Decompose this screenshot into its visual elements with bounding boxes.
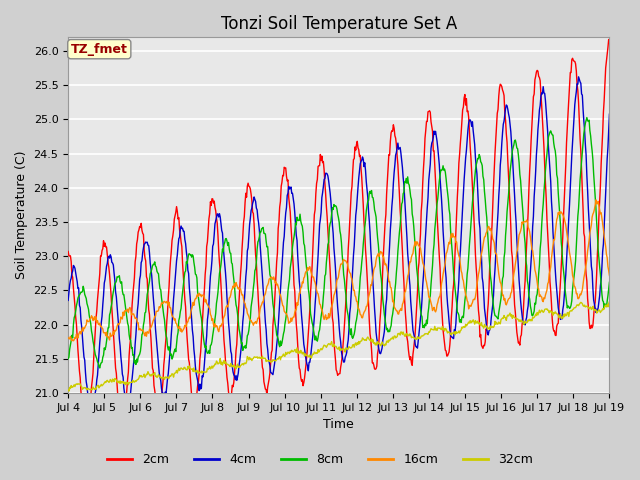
Text: TZ_fmet: TZ_fmet (71, 43, 128, 56)
X-axis label: Time: Time (323, 419, 354, 432)
Title: Tonzi Soil Temperature Set A: Tonzi Soil Temperature Set A (221, 15, 457, 33)
Legend: 2cm, 4cm, 8cm, 16cm, 32cm: 2cm, 4cm, 8cm, 16cm, 32cm (102, 448, 538, 471)
Y-axis label: Soil Temperature (C): Soil Temperature (C) (15, 151, 28, 279)
